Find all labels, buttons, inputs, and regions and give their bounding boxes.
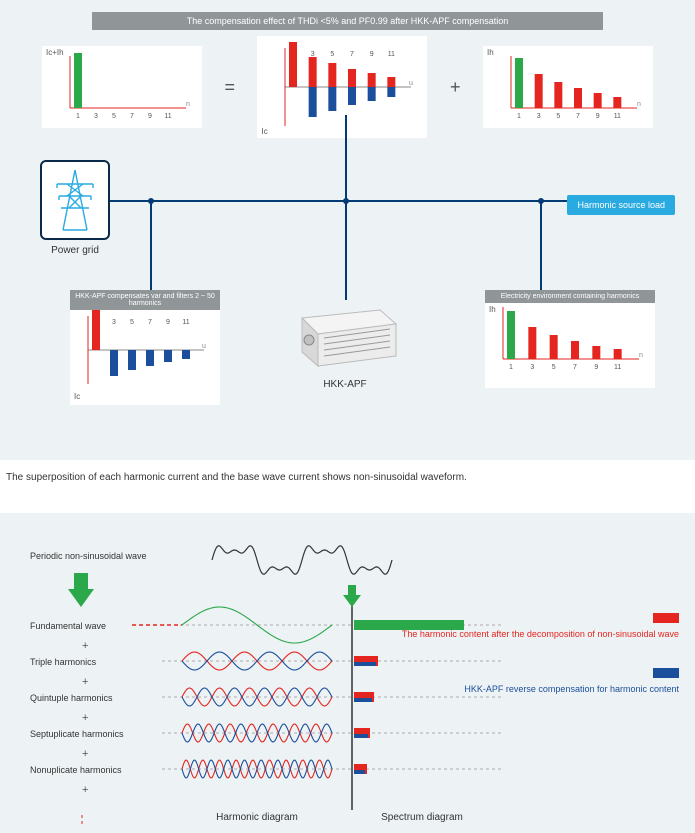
wire-node — [343, 198, 349, 204]
svg-text:3: 3 — [311, 51, 315, 58]
legend-blue-text: HKK-APF reverse compensation for harmoni… — [464, 684, 679, 694]
svg-text:11: 11 — [614, 364, 621, 371]
chart-ylabel: Ic — [261, 127, 267, 136]
plus-sign: + — [450, 77, 461, 98]
svg-text:5: 5 — [556, 113, 560, 120]
svg-text:Triple harmonics: Triple harmonics — [30, 657, 97, 667]
svg-text:3: 3 — [94, 113, 98, 120]
svg-text:9: 9 — [370, 51, 374, 58]
legend-red: The harmonic content after the decomposi… — [402, 613, 679, 640]
legend-red-swatch — [653, 613, 679, 623]
legend-blue-swatch — [653, 668, 679, 678]
svg-text:1: 1 — [76, 113, 80, 120]
sub-chart-left: HKK-APF compensates var and filters 2 ~ … — [70, 290, 220, 405]
svg-text:7: 7 — [573, 364, 577, 371]
svg-text:u: u — [202, 343, 206, 350]
svg-text:Spectrum diagram: Spectrum diagram — [381, 812, 463, 823]
device-label: HKK-APF — [290, 379, 400, 390]
svg-text:9: 9 — [596, 113, 600, 120]
device-box: HKK-APF — [290, 300, 400, 390]
svg-text:n: n — [637, 101, 641, 108]
svg-text:11: 11 — [182, 319, 189, 326]
sub-chart-right: Electricity environment containing harmo… — [485, 290, 655, 388]
wire — [540, 200, 542, 290]
svg-text:5: 5 — [552, 364, 556, 371]
wire-node — [148, 198, 154, 204]
chart-ylabel: Ic — [74, 392, 80, 401]
chart-combined: Ic+Ih 1 3 5 7 9 11 n — [42, 46, 202, 128]
svg-text:11: 11 — [614, 113, 621, 120]
decomposition-panel: Periodic non-sinusoidal wave Fundamental … — [0, 513, 695, 833]
chart-right: Ih 1 3 5 7 9 11 n — [483, 46, 653, 128]
compensation-panel: The compensation effect of THDi <5% and … — [0, 0, 695, 460]
wire-node — [538, 198, 544, 204]
svg-text:+: + — [82, 712, 88, 724]
svg-text:5: 5 — [331, 51, 335, 58]
harmonic-load-text: Harmonic source load — [577, 200, 665, 210]
chart-ylabel: Ic+Ih — [46, 48, 64, 57]
svg-text:Harmonic diagram: Harmonic diagram — [216, 812, 298, 823]
svg-text:9: 9 — [594, 364, 598, 371]
svg-text:u: u — [409, 80, 413, 87]
wire — [110, 200, 590, 202]
power-grid-label: Power grid — [40, 245, 110, 256]
svg-text:Fundamental wave: Fundamental wave — [30, 621, 106, 631]
svg-text:9: 9 — [166, 319, 170, 326]
sub-left-title: HKK-APF compensates var and filters 2 ~ … — [70, 290, 220, 310]
harmonic-load-label: Harmonic source load — [567, 195, 675, 215]
caption-text: The superposition of each harmonic curre… — [6, 472, 695, 483]
svg-text:9: 9 — [148, 113, 152, 120]
wire — [150, 200, 152, 290]
svg-text:7: 7 — [130, 113, 134, 120]
legend-blue: HKK-APF reverse compensation for harmoni… — [464, 668, 679, 695]
svg-text:+: + — [82, 676, 88, 688]
power-grid-icon — [40, 160, 110, 240]
svg-text:7: 7 — [148, 319, 152, 326]
svg-text:Nonuplicate harmonics: Nonuplicate harmonics — [30, 765, 122, 775]
svg-text:+: + — [82, 640, 88, 652]
svg-text:1: 1 — [509, 364, 513, 371]
svg-text:n: n — [639, 352, 643, 359]
svg-text:+: + — [82, 748, 88, 760]
svg-text:1: 1 — [517, 113, 521, 120]
svg-text:3: 3 — [112, 319, 116, 326]
svg-text:n: n — [186, 101, 190, 108]
chart-mid: 1357911u Ic — [257, 36, 427, 138]
svg-text:3: 3 — [530, 364, 534, 371]
legend-red-text: The harmonic content after the decomposi… — [402, 629, 679, 639]
svg-text:5: 5 — [112, 113, 116, 120]
svg-text:5: 5 — [130, 319, 134, 326]
sub-right-title: Electricity environment containing harmo… — [485, 290, 655, 303]
equals-sign: = — [224, 77, 235, 98]
svg-text:Periodic non-sinusoidal wave: Periodic non-sinusoidal wave — [30, 551, 147, 561]
svg-text:7: 7 — [351, 51, 355, 58]
svg-text:3: 3 — [537, 113, 541, 120]
chart-ylabel: Ih — [489, 305, 496, 314]
chart-ylabel: Ih — [487, 48, 494, 57]
top-charts-row: Ic+Ih 1 3 5 7 9 11 n = 1 3 5 7 9 11 u Ic + Ih 1 3 5 7 9 1… — [12, 36, 683, 138]
svg-text:+: + — [82, 784, 88, 796]
svg-text:Quintuple harmonics: Quintuple harmonics — [30, 693, 113, 703]
svg-text:7: 7 — [576, 113, 580, 120]
svg-text:11: 11 — [388, 51, 395, 58]
wire — [345, 115, 347, 300]
panel1-title: The compensation effect of THDi <5% and … — [92, 12, 603, 30]
svg-text:Septuplicate harmonics: Septuplicate harmonics — [30, 729, 124, 739]
svg-text:11: 11 — [164, 113, 171, 120]
